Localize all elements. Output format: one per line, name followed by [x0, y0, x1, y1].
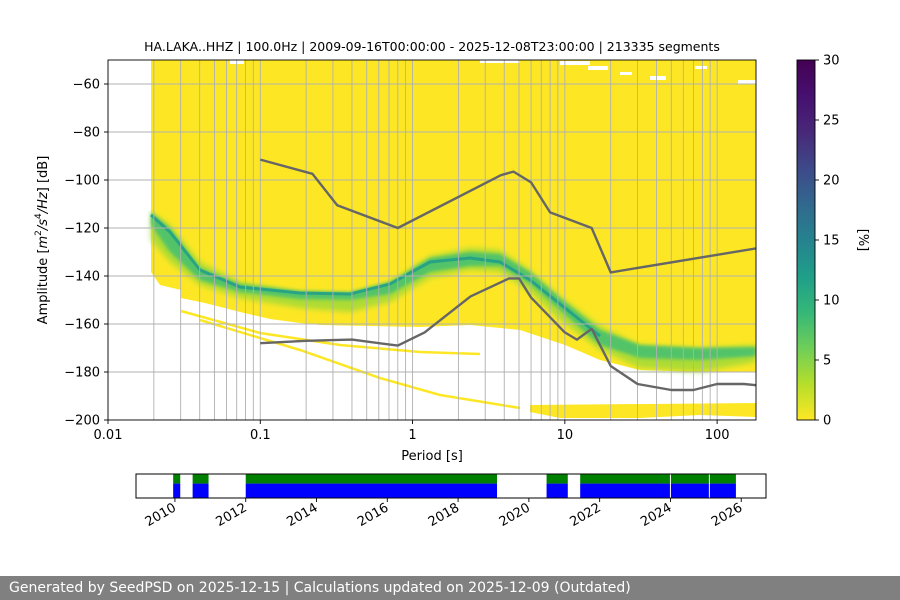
colorbar-tick-label: 25	[823, 114, 840, 129]
y-tick-label: −60	[73, 78, 100, 93]
timeline-tick-label: 2024	[638, 500, 674, 530]
y-tick-label: −160	[64, 318, 100, 333]
x-tick-label: 0.1	[250, 428, 271, 443]
colorbar-tick-label: 0	[823, 414, 831, 429]
timeline-blue-bar	[245, 483, 498, 498]
timeline-tick-label: 2022	[567, 500, 603, 530]
x-tick-label: 0.01	[94, 428, 123, 443]
timeline-tick-label: 2012	[214, 500, 250, 530]
colorbar-tick-label: 20	[823, 174, 840, 189]
timeline-blue-bar	[670, 483, 710, 498]
y-tick-label: −100	[64, 174, 100, 189]
timeline-green-bar	[670, 474, 710, 484]
nlnm-curve	[260, 277, 756, 392]
timeline-blue-bar	[173, 483, 181, 498]
y-tick-label: −180	[64, 366, 100, 381]
colorbar-tick-label: 10	[823, 294, 840, 309]
main-axes-frame	[107, 59, 757, 421]
timeline-blue-bar	[546, 483, 568, 498]
x-axis-label: Period [s]	[401, 449, 463, 464]
chart-title: HA.LAKA..HHZ | 100.0Hz | 2009-09-16T00:0…	[144, 39, 720, 54]
x-tick-label: 10	[557, 428, 574, 443]
colorbar	[796, 59, 816, 421]
timeline-tick-label: 2020	[497, 500, 533, 530]
timeline-green-bar	[173, 474, 181, 484]
timeline-green-bar	[245, 474, 498, 484]
timeline-green-bar	[580, 474, 671, 484]
colorbar-tick-label: 5	[823, 354, 831, 369]
psd-figure: HA.LAKA..HHZ | 100.0Hz | 2009-09-16T00:0…	[34, 39, 870, 530]
x-tick-label: 100	[705, 428, 730, 443]
timeline-green-bar	[709, 474, 736, 484]
psd-heatmap	[108, 60, 756, 420]
timeline-tick-label: 2026	[709, 500, 745, 530]
timeline-green-bar	[546, 474, 568, 484]
y-tick-label: −200	[64, 414, 100, 429]
colorbar-label: [%]	[855, 229, 870, 252]
footer-text: Generated by SeedPSD on 2025-12-15 | Cal…	[9, 580, 631, 596]
timeline-green-bar	[192, 474, 209, 484]
y-tick-label: −80	[73, 126, 100, 141]
y-axis-label: Amplitude [m2/s4/Hz] [dB]	[34, 156, 51, 325]
timeline-tick-label: 2014	[284, 500, 320, 530]
nhnm-curve	[259, 158, 756, 274]
y-tick-label: −140	[64, 270, 100, 285]
timeline-blue-bar	[709, 483, 736, 498]
timeline-tick-label: 2010	[143, 500, 179, 530]
timeline-blue-bar	[192, 483, 209, 498]
timeline-tick-label: 2018	[426, 500, 462, 530]
heatmap-coverage	[151, 60, 756, 372]
timeline-blue-bar	[580, 483, 671, 498]
colorbar-tick-label: 30	[823, 54, 840, 69]
x-tick-label: 1	[408, 428, 416, 443]
footer-status-bar: Generated by SeedPSD on 2025-12-15 | Cal…	[0, 576, 900, 600]
timeline-tick-label: 2016	[355, 500, 391, 530]
colorbar-tick-label: 15	[823, 234, 840, 249]
y-tick-label: −120	[64, 222, 100, 237]
